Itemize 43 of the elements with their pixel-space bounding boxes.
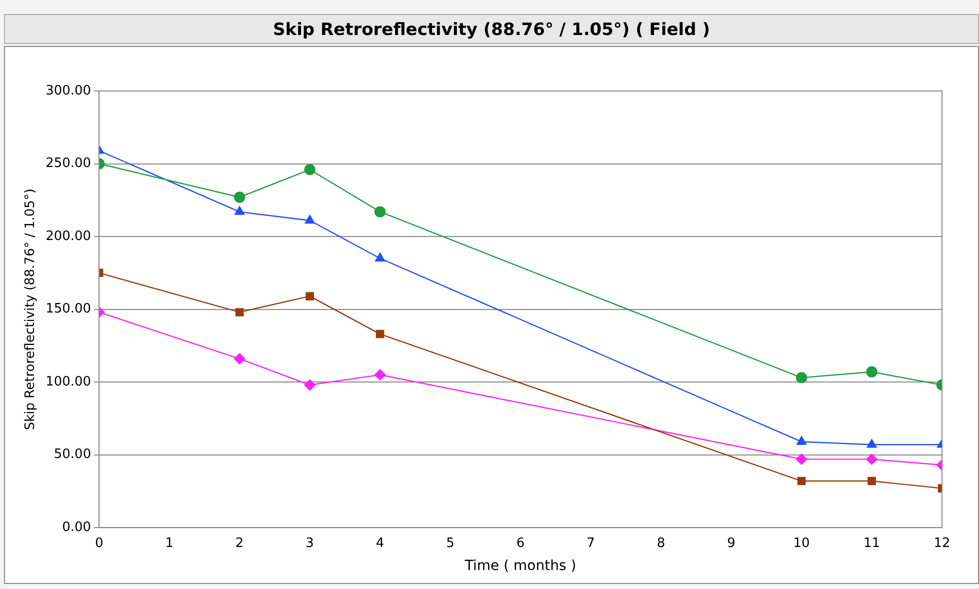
point xyxy=(796,436,806,445)
x-tick-label: 12 xyxy=(934,536,950,551)
x-tick-label: 2 xyxy=(235,536,244,551)
y-tick-label: 250.00 xyxy=(46,156,92,172)
x-tick-label: 11 xyxy=(863,536,880,551)
y-axis-title: Skip Retroreflectivity (88.76° / 1.05°) xyxy=(23,188,38,430)
y-tick-label: 200.00 xyxy=(46,228,92,244)
point xyxy=(234,192,246,203)
point xyxy=(304,164,316,176)
point xyxy=(235,308,244,316)
x-axis-title: Time ( months ) xyxy=(464,558,576,574)
y-tick-label: 0.00 xyxy=(62,520,92,535)
point xyxy=(866,439,877,448)
point xyxy=(304,379,316,391)
y-tick-label: 300.00 xyxy=(46,83,92,98)
point xyxy=(868,476,876,486)
x-tick-label: 9 xyxy=(727,536,736,551)
point xyxy=(796,454,808,465)
point xyxy=(797,476,806,486)
y-tick-label: 150.00 xyxy=(46,302,92,317)
point xyxy=(796,372,808,384)
point xyxy=(374,369,386,380)
x-tick-label: 8 xyxy=(656,536,666,551)
x-tick-label: 6 xyxy=(516,536,525,551)
point xyxy=(234,206,245,215)
x-tick-label: 5 xyxy=(446,536,454,551)
x-tick-label: 7 xyxy=(586,536,595,551)
point xyxy=(234,353,246,364)
x-tick-label: 3 xyxy=(306,536,314,551)
point xyxy=(374,206,386,218)
point xyxy=(306,292,314,300)
x-tick-label: 4 xyxy=(376,536,384,551)
chart-title: Skip Retroreflectivity (88.76° / 1.05°) ( Field ) xyxy=(4,14,979,44)
point xyxy=(866,454,878,465)
point xyxy=(375,252,385,262)
x-tick-label: 10 xyxy=(793,536,810,551)
point xyxy=(304,214,315,224)
x-tick-label: 1 xyxy=(165,536,174,551)
x-tick-label: 0 xyxy=(94,536,104,551)
y-tick-label: 50.00 xyxy=(54,447,92,462)
point xyxy=(376,330,384,338)
point xyxy=(866,366,878,378)
y-tick-label: 100.00 xyxy=(46,374,92,390)
